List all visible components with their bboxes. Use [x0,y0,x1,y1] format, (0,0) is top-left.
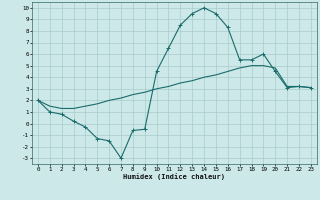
X-axis label: Humidex (Indice chaleur): Humidex (Indice chaleur) [124,173,225,180]
